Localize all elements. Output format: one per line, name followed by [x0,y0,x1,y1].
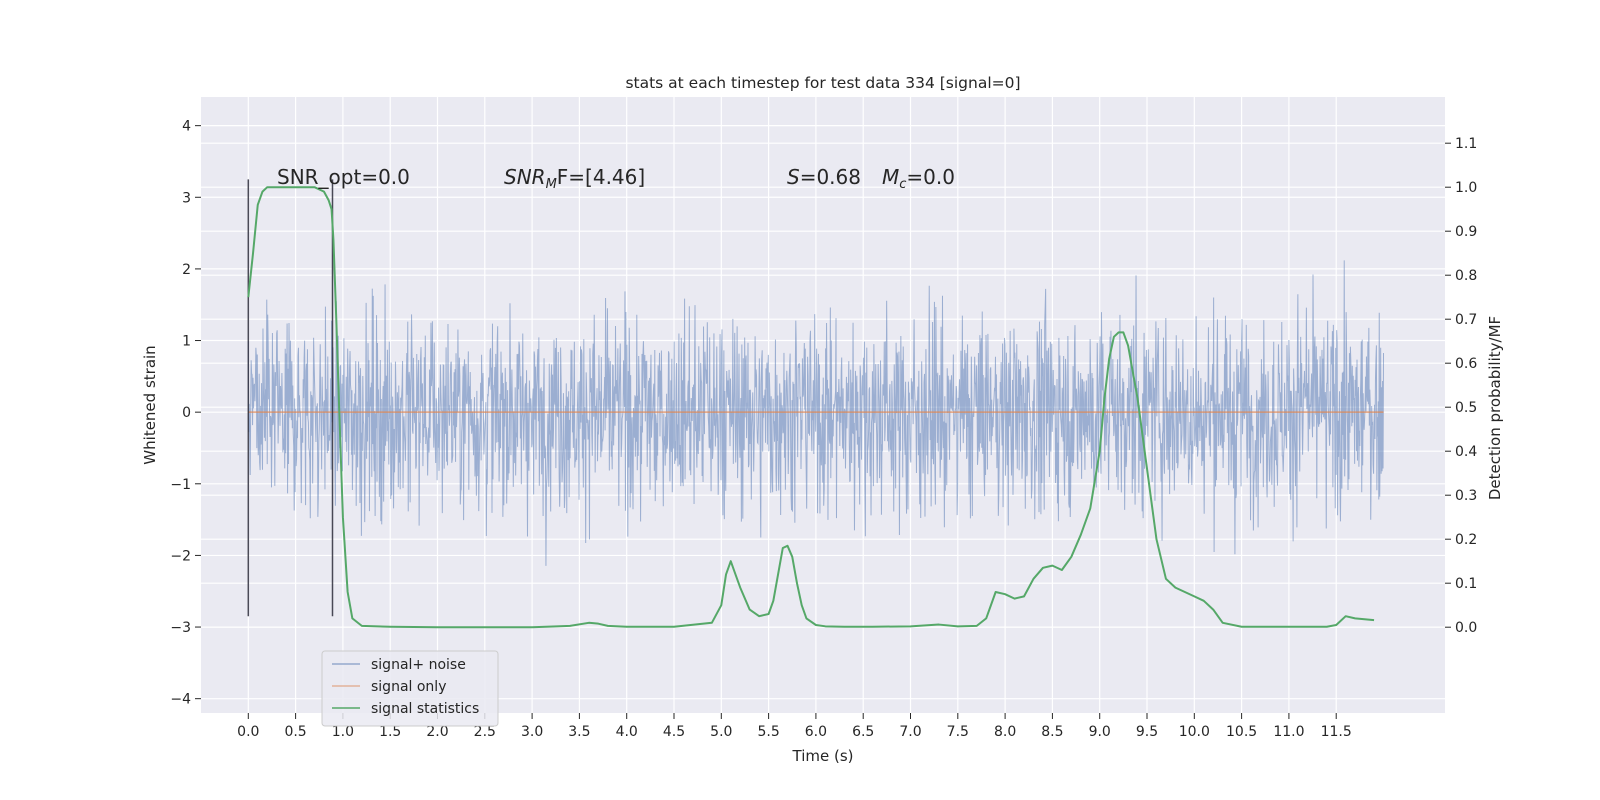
y2-tick-label: 0.9 [1455,224,1477,240]
x-tick-label: 7.0 [899,724,921,740]
x-tick-label: 1.0 [332,724,354,740]
x-tick-label: 5.5 [757,724,779,740]
y-tick-label: 4 [182,119,191,135]
x-tick-label: 4.0 [616,724,638,740]
noise-line [247,260,1385,566]
x-tick-label: 11.5 [1321,724,1352,740]
y-tick-label: 3 [182,190,191,206]
annotation-snr-opt: SNR_opt=0.0 [277,165,410,189]
y-tick-label: −2 [170,548,191,564]
y2-axis-label: Detection probability/MF [1486,316,1504,500]
x-tick-label: 3.5 [568,724,590,740]
x-tick-label: 7.5 [947,724,969,740]
y-axis-ticks: 4 3 2 1 0 −1 −2 −3 −4 [170,119,201,708]
legend-label-statistics: signal statistics [371,701,479,717]
x-tick-label: 1.5 [379,724,401,740]
x-tick-label: 0.0 [237,724,259,740]
y2-tick-label: 0.3 [1455,488,1477,504]
mc-symbol: M [882,165,899,189]
x-tick-label: 10.5 [1226,724,1257,740]
x-axis-label: Time (s) [792,747,854,765]
y2-tick-label: 0.0 [1455,620,1477,636]
x-tick-label: 6.5 [852,724,874,740]
y2-tick-label: 1.0 [1455,180,1477,196]
y2-tick-label: 0.2 [1455,532,1477,548]
x-tick-label: 8.5 [1041,724,1063,740]
y2-tick-label: 0.7 [1455,312,1477,328]
noise-series [247,260,1385,566]
y-tick-label: 2 [182,262,191,278]
legend-label-signal-only: signal only [371,679,446,695]
y-tick-label: −3 [170,620,191,636]
mc-value: =0.0 [906,165,955,189]
y2-tick-label: 0.4 [1455,444,1477,460]
s-symbol: S [787,165,800,189]
legend-box [321,650,499,727]
annotation-snr-mf: SNRMF=[4.46] [504,165,645,192]
x-tick-label: 8.0 [994,724,1016,740]
y-tick-label: 0 [182,405,191,421]
vertical-markers [247,179,334,617]
legend: signal+ noise signal only signal statist… [321,650,499,727]
y-tick-label: 1 [182,334,191,350]
x-tick-label: 2.5 [474,724,496,740]
mc-subscript: c [899,177,906,192]
x-tick-label: 0.5 [284,724,306,740]
y2-tick-label: 0.8 [1455,268,1477,284]
chart-title: stats at each timestep for test data 334… [625,74,1020,92]
x-tick-label: 9.5 [1136,724,1158,740]
x-tick-label: 10.0 [1179,724,1210,740]
statistics-line [247,186,1375,629]
legend-label-noise: signal+ noise [371,657,466,673]
y-tick-label: −4 [170,692,191,708]
annotation-s: S=0.68 [787,165,861,189]
signal-statistics-series [247,186,1375,629]
x-tick-label: 5.0 [710,724,732,740]
x-tick-label: 3.0 [521,724,543,740]
s-value: =0.68 [800,165,861,189]
y2-axis-ticks: 1.1 1.0 0.9 0.8 0.7 0.6 0.5 0.4 0.3 0.2 0.1 0.0 [1445,136,1477,636]
x-tick-label: 11.0 [1273,724,1304,740]
annotation-mc: Mc=0.0 [882,165,955,192]
y-tick-label: −1 [170,477,191,493]
x-axis-ticks: 0.0 0.5 1.0 1.5 2.0 2.5 3.0 3.5 4.0 4.5 5.0 5.5 6.0 6… [237,713,1352,740]
snr-mf-subscript: M [546,177,557,192]
x-tick-label: 4.5 [663,724,685,740]
y-axis-label: Whitened strain [141,345,159,464]
y2-tick-label: 0.6 [1455,356,1477,372]
x-tick-label: 6.0 [805,724,827,740]
x-tick-label: 9.0 [1089,724,1111,740]
x-tick-label: 2.0 [426,724,448,740]
snr-mf-rest: F=[4.46] [557,165,645,189]
y2-tick-label: 0.1 [1455,576,1477,592]
snr-mf-symbol: SNR [504,165,546,189]
y2-tick-label: 0.5 [1455,400,1477,416]
y2-tick-label: 1.1 [1455,136,1477,152]
